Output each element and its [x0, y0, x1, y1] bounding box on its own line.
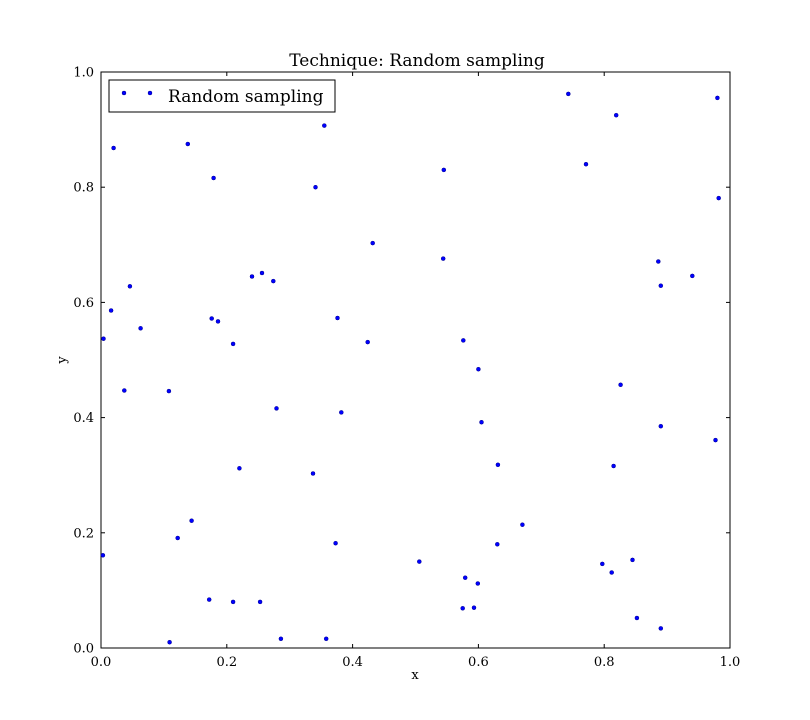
chart-title: Technique: Random sampling: [289, 51, 545, 71]
data-point: [230, 341, 236, 347]
data-point: [495, 462, 501, 468]
data-point: [479, 419, 484, 425]
legend-box: [108, 79, 336, 113]
data-point: [166, 388, 172, 394]
data-point: [630, 557, 635, 563]
y-tick-label: 0.8: [73, 181, 94, 196]
legend-label: Random sampling: [168, 87, 324, 107]
legend: Random sampling: [108, 79, 336, 113]
data-point: [613, 112, 619, 118]
data-point: [211, 175, 216, 181]
data-point: [618, 382, 623, 388]
data-point: [600, 561, 605, 567]
data-point: [715, 95, 720, 101]
data-point: [441, 167, 447, 173]
axis-ticks: 0.0 0.2 0.4 0.6 0.8 1.0 0.0 0.2 0.4 0.6 0.8 1.0: [73, 66, 740, 671]
data-point: [713, 437, 718, 443]
x-tick-label: 0.8: [594, 655, 615, 670]
data-point: [175, 535, 180, 541]
data-point: [230, 599, 236, 605]
data-point: [462, 575, 468, 580]
y-tick-label: 0.6: [73, 296, 94, 311]
y-tick-label: 0.4: [73, 411, 94, 426]
data-point: [189, 518, 194, 523]
data-point: [111, 145, 116, 151]
data-point: [237, 466, 242, 471]
data-point: [583, 161, 589, 167]
data-point: [206, 597, 212, 602]
data-point: [460, 606, 465, 611]
x-tick-label: 0.6: [468, 655, 489, 670]
data-point: [417, 559, 422, 564]
data-point: [335, 315, 340, 321]
data-points: [100, 91, 721, 645]
data-point: [690, 273, 695, 279]
data-point: [249, 274, 255, 279]
data-point: [278, 636, 284, 642]
data-point: [209, 316, 214, 321]
data-point: [257, 599, 263, 605]
x-tick-label: 0.0: [91, 655, 112, 670]
data-point: [310, 471, 316, 476]
x-tick-label: 0.4: [342, 655, 363, 670]
data-point: [520, 522, 525, 527]
data-point: [333, 540, 338, 546]
x-tick-label: 1.0: [720, 655, 741, 670]
data-point: [461, 338, 466, 343]
data-point: [609, 570, 614, 575]
data-point: [658, 423, 664, 429]
data-point: [370, 240, 375, 246]
data-point: [716, 195, 721, 201]
data-point: [611, 463, 616, 469]
data-point: [365, 339, 370, 345]
data-point: [440, 256, 446, 261]
data-point: [215, 319, 221, 324]
data-point: [656, 259, 661, 264]
y-axis-label: y: [55, 356, 70, 365]
y-tick-label: 1.0: [73, 66, 94, 81]
data-point: [271, 278, 276, 284]
legend-marker-point: [147, 90, 153, 96]
data-point: [108, 308, 114, 313]
data-point: [658, 283, 664, 288]
data-point: [274, 406, 279, 411]
plot-area: [100, 71, 731, 649]
x-axis-label: x: [411, 668, 419, 683]
data-point: [185, 141, 191, 147]
y-tick-label: 0.0: [73, 642, 94, 657]
data-point: [127, 284, 133, 289]
y-tick-label: 0.2: [73, 526, 94, 541]
legend-marker-point: [121, 90, 127, 96]
data-point: [476, 366, 481, 372]
data-point: [167, 639, 172, 645]
x-tick-label: 0.2: [216, 655, 237, 670]
data-point: [122, 388, 127, 393]
data-point: [495, 542, 500, 547]
data-point: [259, 270, 265, 276]
data-point: [101, 336, 106, 341]
data-point: [339, 410, 344, 415]
data-point: [658, 626, 664, 631]
data-point: [322, 123, 327, 128]
data-point: [138, 326, 143, 331]
data-point: [471, 605, 477, 610]
legend-marker: [121, 90, 153, 96]
data-point: [634, 615, 640, 621]
data-point: [323, 636, 329, 642]
data-point: [475, 581, 481, 586]
data-point: [100, 553, 106, 558]
data-point: [313, 184, 318, 190]
data-point: [566, 91, 571, 97]
